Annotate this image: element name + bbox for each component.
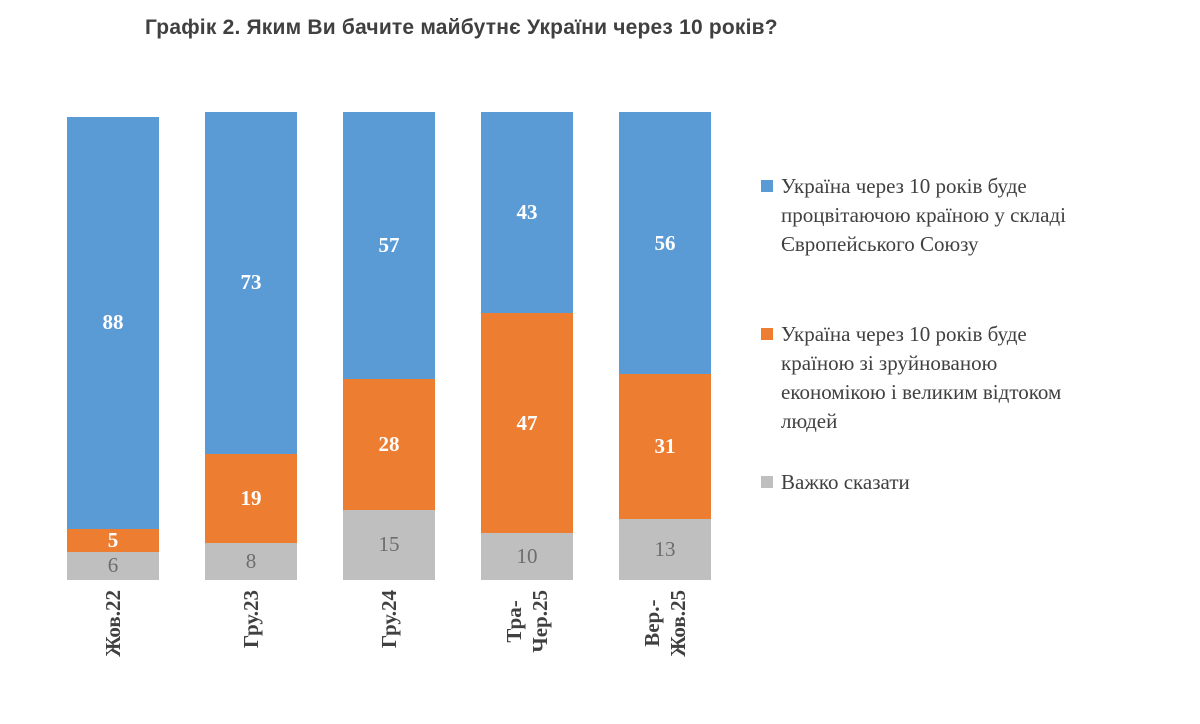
x-axis-label-cell: Вер.- Жов.25 [619,590,711,720]
bar-segment: 88 [67,116,159,529]
bar-column: 88 5 6 [67,116,159,580]
x-axis-label: Гру.24 [377,590,401,649]
bar-segment: 57 [343,112,435,379]
x-axis-label-cell: Тра- Чер.25 [481,590,573,720]
plot-area: 88 5 6 73 19 8 57 28 15 43 47 10 56 31 13 [67,112,711,580]
legend-swatch [761,180,773,192]
bar-value-label: 15 [378,532,400,557]
legend-swatch [761,328,773,340]
x-axis-label: Тра- Чер.25 [502,590,552,653]
bar-value-label: 43 [516,200,538,225]
bar-segment: 19 [205,453,297,543]
bar-value-label: 19 [240,485,262,510]
bar-segment: 8 [205,542,297,580]
bar-segment: 43 [481,112,573,314]
bar-column: 73 19 8 [205,112,297,580]
bar-value-label: 57 [378,232,400,257]
bar-segment: 56 [619,112,711,375]
bar-value-label: 13 [654,537,676,562]
bar-value-label: 5 [107,527,119,552]
x-axis: Жов.22 Гру.23 Гру.24 Тра- Чер.25 Вер.- Жов.2… [67,590,711,720]
bar-segment: 15 [343,509,435,580]
legend-label: Україна через 10 років буде країною зі з… [781,322,1062,433]
bar-segment: 5 [67,527,159,552]
bar-value-label: 47 [516,410,538,435]
legend-label: Україна через 10 років буде процвітаючою… [781,174,1066,256]
bar-value-label: 6 [107,553,119,578]
bar-value-label: 88 [102,310,124,335]
bar-column: 43 47 10 [481,112,573,580]
legend-label: Важко сказати [781,470,910,494]
legend-item: Важко сказати [761,468,1161,497]
x-axis-label-cell: Жов.22 [67,590,159,720]
chart-title: Графік 2. Яким Ви бачите майбутнє Україн… [145,16,778,39]
bar-value-label: 10 [516,544,538,569]
bar-segment: 6 [67,551,159,580]
x-axis-label-cell: Гру.23 [205,590,297,720]
bar-column: 57 28 15 [343,112,435,580]
bar-value-label: 8 [245,548,257,573]
bar-segment: 13 [619,519,711,580]
legend-swatch [761,476,773,488]
bar-segment: 73 [205,112,297,454]
bar-column: 56 31 13 [619,112,711,580]
x-axis-label-cell: Гру.24 [343,590,435,720]
x-axis-label: Вер.- Жов.25 [640,590,690,657]
legend: Україна через 10 років буде процвітаючою… [761,172,1161,497]
bar-value-label: 56 [654,230,676,255]
bar-segment: 10 [481,533,573,580]
bar-segment: 47 [481,313,573,534]
legend-item: Україна через 10 років буде процвітаючою… [761,172,1161,259]
bar-segment: 28 [343,378,435,510]
bar-value-label: 73 [240,270,262,295]
bar-segment: 31 [619,374,711,520]
legend-item: Україна через 10 років буде країною зі з… [761,320,1161,436]
x-axis-label: Жов.22 [101,590,125,657]
bar-value-label: 31 [654,434,676,459]
bar-value-label: 28 [378,431,400,456]
x-axis-label: Гру.23 [239,590,263,649]
